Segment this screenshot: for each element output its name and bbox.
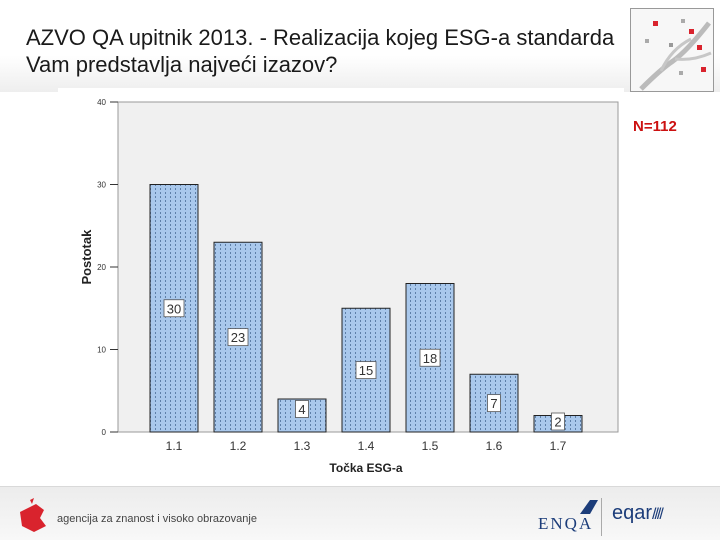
chart-panel: 0 10 20 30 40 Postotak Točka ESG-a 1.1 30 1.2 23 1.… xyxy=(58,88,624,486)
y-tick-label: 20 xyxy=(97,263,106,272)
data-label-box xyxy=(487,394,501,413)
eqar-text: eqar xyxy=(612,502,653,524)
data-label: 4 xyxy=(298,402,305,417)
data-label: 7 xyxy=(490,396,497,411)
tree-network-icon xyxy=(630,8,714,92)
x-tick-label: 1.6 xyxy=(486,439,503,453)
data-label-box xyxy=(551,412,565,431)
x-tick-label: 1.4 xyxy=(358,439,375,453)
x-axis-label: Točka ESG-a xyxy=(329,461,402,475)
data-label: 23 xyxy=(231,330,245,345)
agency-name: agencija za znanost i visoko obrazovanje xyxy=(57,513,257,525)
x-tick-label: 1.7 xyxy=(550,439,567,453)
data-label: 30 xyxy=(167,301,181,316)
y-tick-label: 30 xyxy=(97,181,106,190)
y-tick-label: 0 xyxy=(102,428,107,437)
y-axis-label: Postotak xyxy=(79,229,94,285)
data-label-box xyxy=(355,361,377,380)
data-label-box xyxy=(227,328,249,347)
y-tick-label: 40 xyxy=(97,98,106,107)
x-tick-label: 1.5 xyxy=(422,439,439,453)
x-tick-label: 1.1 xyxy=(166,439,183,453)
footer-bar xyxy=(0,486,720,540)
bar-chart: 0 10 20 30 40 Postotak Točka ESG-a 1.1 30 1.2 23 1.… xyxy=(79,98,619,475)
azvo-logo-icon xyxy=(14,498,50,534)
enqa-logo: ENQA xyxy=(538,514,594,533)
data-label-box xyxy=(163,299,185,318)
footer-divider xyxy=(601,498,602,536)
eqar-logo: eqar//// xyxy=(612,502,664,525)
slide-title: AZVO QA upitnik 2013. - Realizacija koje… xyxy=(26,25,615,77)
x-tick-label: 1.2 xyxy=(230,439,247,453)
data-label-box xyxy=(419,348,441,367)
data-label: 18 xyxy=(423,351,437,366)
data-label: 15 xyxy=(359,363,373,378)
eqar-slashes: //// xyxy=(652,506,664,523)
y-tick-label: 10 xyxy=(97,346,106,355)
data-label: 2 xyxy=(554,415,561,430)
enqa-mark-icon xyxy=(580,500,598,514)
sample-size-label: N=112 xyxy=(633,118,677,135)
title-bar xyxy=(0,0,720,92)
x-tick-label: 1.3 xyxy=(294,439,311,453)
data-label-box xyxy=(295,400,309,418)
